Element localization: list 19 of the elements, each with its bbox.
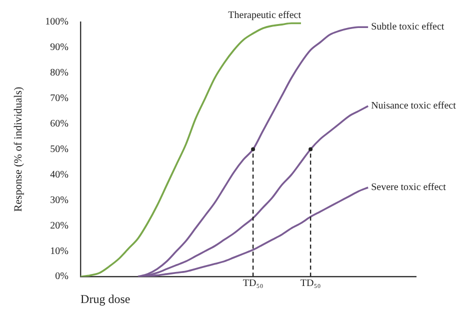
y-tick-label: 20% [50, 220, 69, 232]
y-tick-label: 90% [50, 42, 69, 54]
series-label: Nuisance toxic effect [371, 100, 456, 112]
y-axis-title: Response (% of individuals) [12, 86, 24, 212]
text: TD₅₀ [242, 278, 264, 290]
series-label: Severe toxic effect [371, 182, 446, 194]
y-tick-label: 60% [50, 118, 69, 130]
x-axis-title: Drug dose [80, 292, 130, 306]
y-tick-label: 50% [50, 144, 69, 155]
y-tick-label: 40% [50, 169, 69, 180]
text: TD₅₀ [300, 278, 322, 290]
y-tick-label: 70% [50, 93, 69, 104]
series-label: Subtle toxic effect [371, 22, 444, 33]
y-tick-label: 10% [50, 246, 69, 257]
y-tick-label: 30% [50, 194, 69, 206]
y-tick-label: 80% [50, 68, 69, 79]
y-tick-label: 100% [45, 16, 69, 28]
series-label: Therapeutic effect [228, 10, 302, 21]
y-tick-label: 0% [55, 271, 69, 282]
